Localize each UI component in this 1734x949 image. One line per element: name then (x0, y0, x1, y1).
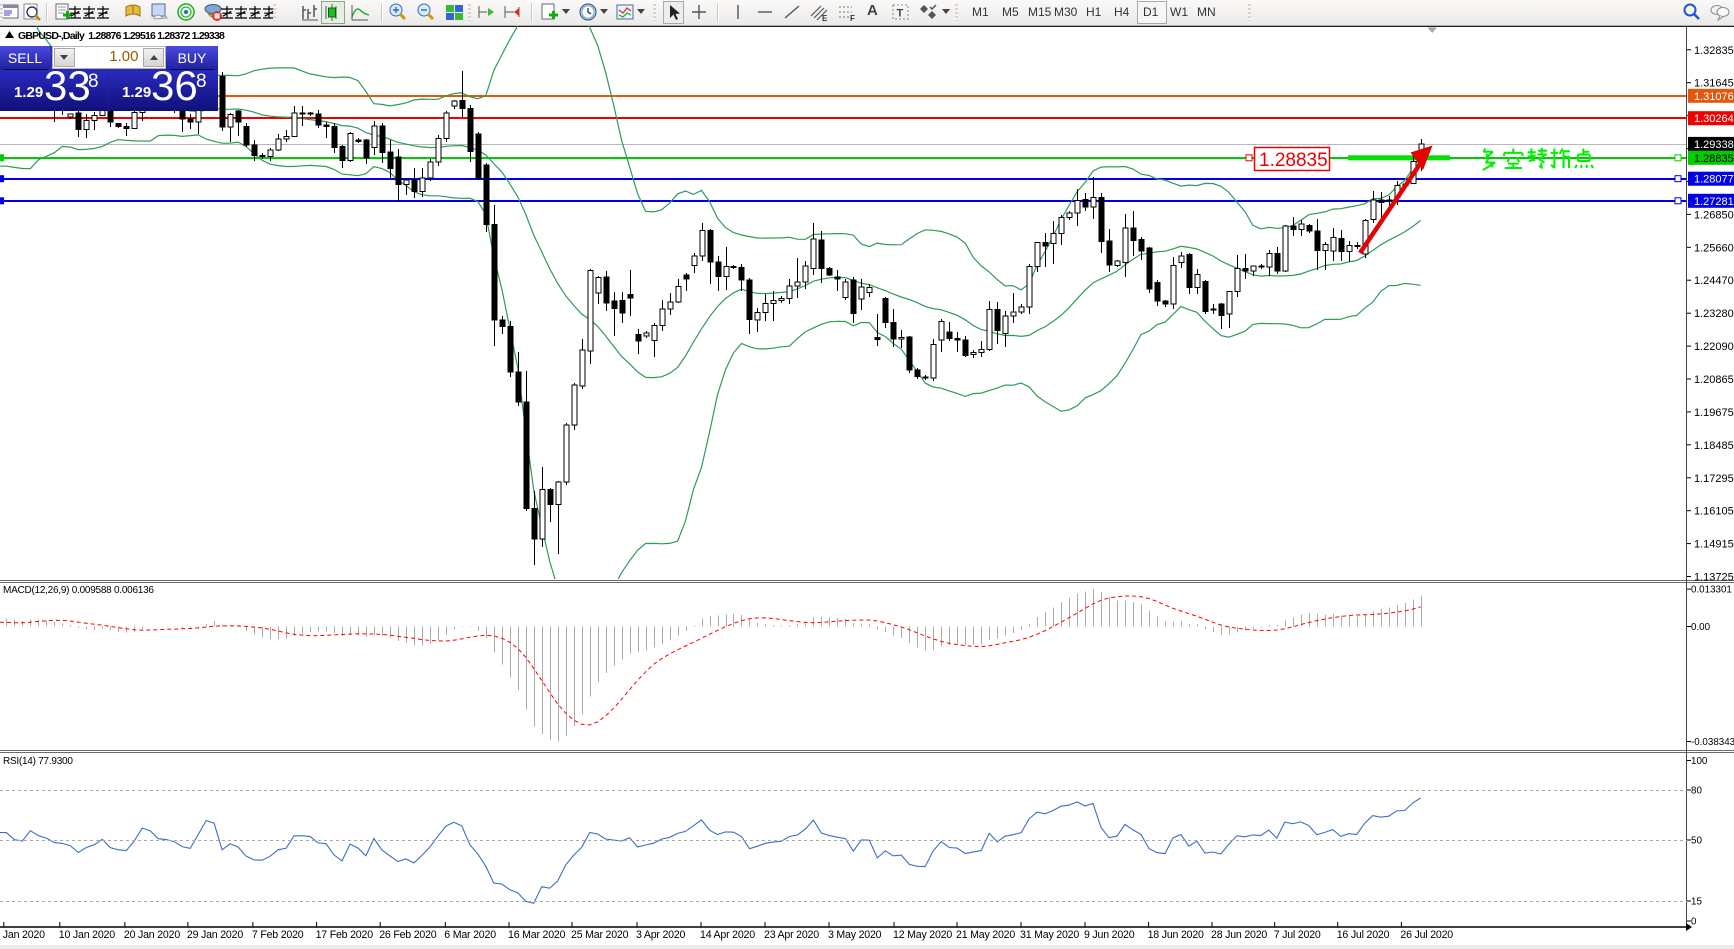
svg-text:17 Feb 2020: 17 Feb 2020 (316, 929, 374, 941)
svg-text:3 Apr 2020: 3 Apr 2020 (636, 929, 686, 941)
svg-text:RSI(14) 77.9300: RSI(14) 77.9300 (3, 756, 73, 767)
svg-text:F: F (850, 14, 855, 23)
svg-text:14 Apr 2020: 14 Apr 2020 (700, 929, 755, 941)
svg-text:7 Feb 2020: 7 Feb 2020 (252, 929, 304, 941)
svg-text:21 May 2020: 21 May 2020 (956, 929, 1015, 941)
svg-text:1.28835: 1.28835 (1259, 150, 1328, 171)
svg-text:1.29338: 1.29338 (1694, 139, 1734, 151)
svg-text:25 Mar 2020: 25 Mar 2020 (571, 929, 629, 941)
svg-text:20 Jan 2020: 20 Jan 2020 (124, 929, 180, 941)
svg-text:1.18485: 1.18485 (1694, 440, 1734, 452)
svg-text:1.30264: 1.30264 (1694, 113, 1734, 125)
svg-text:1.25660: 1.25660 (1694, 242, 1734, 254)
svg-text:80: 80 (1691, 786, 1702, 797)
svg-text:1.14915: 1.14915 (1694, 539, 1734, 551)
svg-text:16 Jul 2020: 16 Jul 2020 (1337, 929, 1390, 941)
svg-text:7 Jul 2020: 7 Jul 2020 (1274, 929, 1321, 941)
svg-text:9 Jun 2020: 9 Jun 2020 (1084, 929, 1135, 941)
svg-text:28 Jun 2020: 28 Jun 2020 (1211, 929, 1267, 941)
svg-text:1.32835: 1.32835 (1694, 45, 1734, 57)
svg-text:0.013301: 0.013301 (1691, 585, 1732, 596)
svg-text:26 Feb 2020: 26 Feb 2020 (379, 929, 437, 941)
svg-text:1.23280: 1.23280 (1694, 308, 1734, 320)
svg-text:16 Mar 2020: 16 Mar 2020 (508, 929, 566, 941)
svg-text:1.19675: 1.19675 (1694, 407, 1734, 419)
svg-text:18 Jun 2020: 18 Jun 2020 (1148, 929, 1204, 941)
svg-text:31 May 2020: 31 May 2020 (1020, 929, 1079, 941)
svg-text:100: 100 (1691, 756, 1708, 767)
svg-text:26 Jul 2020: 26 Jul 2020 (1400, 929, 1453, 941)
svg-text:1.22090: 1.22090 (1694, 341, 1734, 353)
svg-text:1.31645: 1.31645 (1694, 78, 1734, 90)
svg-text:6 Mar 2020: 6 Mar 2020 (444, 929, 496, 941)
svg-text:1.28835: 1.28835 (1694, 153, 1734, 165)
svg-text:1.27281: 1.27281 (1694, 196, 1734, 208)
svg-text:1.16105: 1.16105 (1694, 506, 1734, 518)
svg-text:50: 50 (1691, 836, 1702, 847)
svg-text:3 May 2020: 3 May 2020 (828, 929, 882, 941)
svg-text:0: 0 (1691, 917, 1697, 928)
svg-text:1.28077: 1.28077 (1694, 174, 1734, 186)
svg-text:GBPUSD-,Daily 1.28876 1.29516: GBPUSD-,Daily 1.28876 1.29516 1.28372 1.… (18, 30, 225, 42)
svg-text:12 May 2020: 12 May 2020 (893, 929, 952, 941)
svg-text:1.24470: 1.24470 (1694, 275, 1734, 287)
svg-text:29 Jan 2020: 29 Jan 2020 (187, 929, 243, 941)
svg-text:E: E (822, 14, 828, 23)
svg-text:1.17295: 1.17295 (1694, 473, 1734, 485)
svg-text:10 Jan 2020: 10 Jan 2020 (59, 929, 115, 941)
svg-text:15: 15 (1691, 897, 1702, 908)
svg-text:Jan 2020: Jan 2020 (3, 929, 45, 941)
svg-text:1.31076: 1.31076 (1694, 91, 1734, 103)
svg-text:1.26850: 1.26850 (1694, 209, 1734, 221)
svg-text:T: T (897, 8, 904, 20)
svg-text:23 Apr 2020: 23 Apr 2020 (764, 929, 819, 941)
svg-text:-0.038343: -0.038343 (1691, 737, 1734, 748)
svg-text:0.00: 0.00 (1691, 622, 1711, 633)
svg-text:MACD(12,26,9) 0.009588 0.00613: MACD(12,26,9) 0.009588 0.006136 (3, 585, 154, 596)
svg-text:1.13725: 1.13725 (1694, 572, 1734, 584)
svg-text:1.20865: 1.20865 (1694, 374, 1734, 386)
